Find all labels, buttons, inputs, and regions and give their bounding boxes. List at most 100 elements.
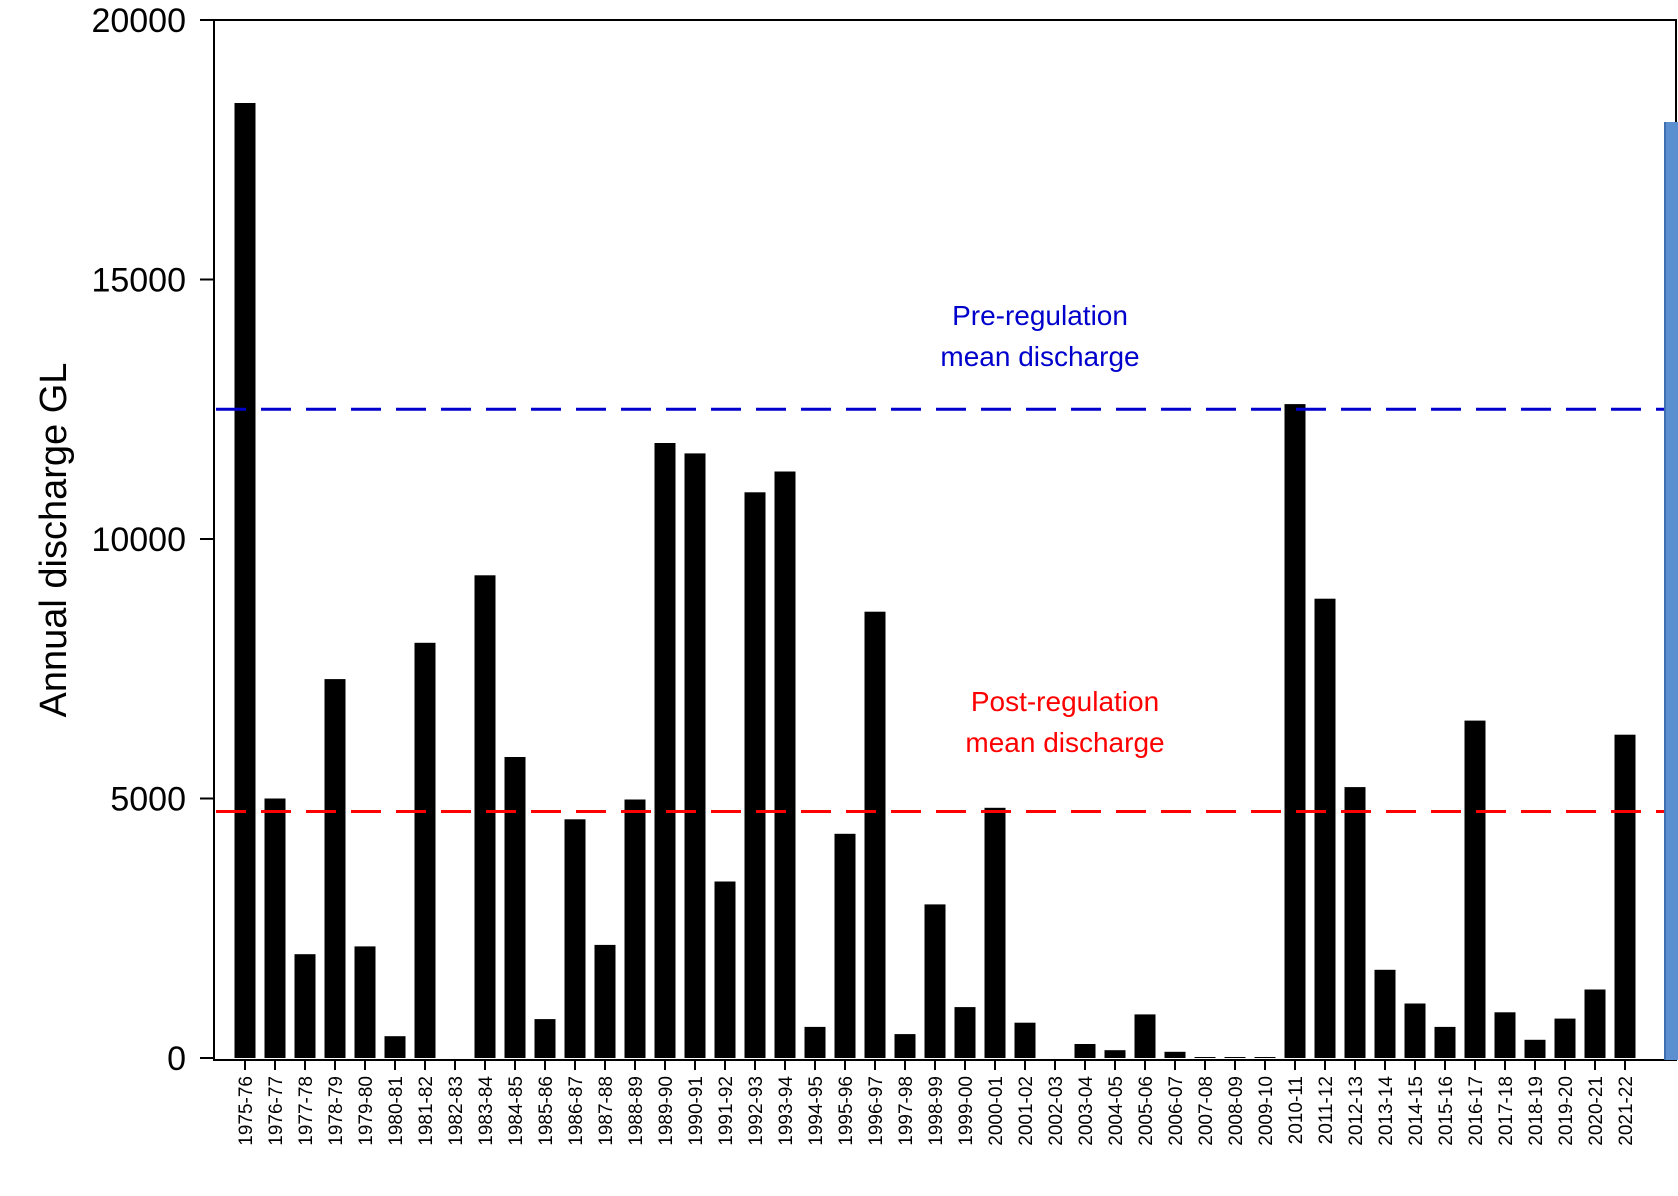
bar-1975-76 (234, 103, 256, 1058)
x-tick-label: 1998-99 (926, 1076, 947, 1146)
bar-1991-92 (714, 881, 736, 1058)
reference-label-line1: Post-regulation (971, 686, 1159, 717)
x-tick-label: 1980-81 (386, 1076, 407, 1146)
bar-2021-22 (1614, 734, 1636, 1058)
bar-1981-82 (414, 642, 436, 1058)
x-tick-label: 2012-13 (1346, 1076, 1367, 1146)
x-tick-label: 1978-79 (326, 1076, 347, 1146)
x-tick-label: 2016-17 (1466, 1076, 1487, 1146)
x-tick-label: 2014-15 (1406, 1076, 1427, 1146)
bar-2003-04 (1074, 1044, 1096, 1058)
y-axis-title: Annual discharge GL (33, 363, 75, 718)
x-tick-label: 1984-85 (506, 1076, 527, 1146)
x-tick-label: 1977-78 (296, 1076, 317, 1146)
bar-2016-17 (1464, 720, 1486, 1058)
x-tick-label: 1997-98 (896, 1076, 917, 1146)
x-tick-label: 2006-07 (1166, 1076, 1187, 1146)
x-tick-label: 2019-20 (1556, 1076, 1577, 1146)
bar-1989-90 (654, 443, 676, 1058)
bar-1978-79 (324, 679, 346, 1058)
y-tick-label: 10000 (91, 521, 186, 559)
y-tick-label: 15000 (91, 262, 186, 300)
side-panel-edge (1664, 122, 1678, 1060)
x-tick-label: 2008-09 (1226, 1076, 1247, 1146)
bar-1996-97 (864, 611, 886, 1058)
x-tick-label: 2015-16 (1436, 1076, 1457, 1146)
x-tick-label: 2010-11 (1286, 1076, 1307, 1144)
x-tick-label: 2013-14 (1376, 1076, 1397, 1146)
bar-2014-15 (1404, 1003, 1426, 1058)
x-tick-label: 1992-93 (746, 1076, 767, 1146)
bar-2001-02 (1014, 1022, 1036, 1058)
bar-2019-20 (1554, 1018, 1576, 1058)
x-tick-label: 2001-02 (1016, 1076, 1037, 1146)
x-tick-label: 1979-80 (356, 1076, 377, 1146)
bar-1984-85 (504, 757, 526, 1058)
bar-1998-99 (924, 904, 946, 1058)
bar-2015-16 (1434, 1026, 1456, 1058)
x-tick-label: 2007-08 (1196, 1076, 1217, 1146)
bar-1999-00 (954, 1007, 976, 1058)
bar-2004-05 (1104, 1050, 1126, 1058)
bar-2005-06 (1134, 1014, 1156, 1058)
bar-2007-08 (1194, 1057, 1216, 1058)
x-tick-label: 1999-00 (956, 1076, 977, 1146)
bar-1992-93 (744, 492, 766, 1058)
x-tick-label: 1986-87 (566, 1076, 587, 1146)
bar-1980-81 (384, 1036, 406, 1058)
reference-lines-group: Pre-regulation mean discharge Post-regulat… (216, 300, 1674, 813)
reference-label-line1: Pre-regulation (952, 300, 1128, 331)
x-tick-label: 1990-91 (686, 1076, 707, 1146)
y-tick-label: 20000 (91, 2, 186, 40)
y-tick-label: 0 (167, 1040, 186, 1078)
x-tick-label: 2004-05 (1106, 1076, 1127, 1146)
x-tick-label: 1985-86 (536, 1076, 557, 1146)
x-tick-label: 1993-94 (776, 1076, 797, 1146)
x-tick-label: 1983-84 (476, 1076, 497, 1146)
y-tick-label: 5000 (110, 781, 186, 819)
x-tick-label: 2009-10 (1256, 1076, 1277, 1146)
x-tick-label: 1981-82 (416, 1076, 437, 1146)
bar-2006-07 (1164, 1051, 1186, 1058)
x-tick-label: 1976-77 (266, 1076, 287, 1146)
x-tick-label: 2017-18 (1496, 1076, 1517, 1146)
bar-2010-11 (1284, 404, 1306, 1059)
reference-label-line2: mean discharge (965, 727, 1164, 758)
bar-1990-91 (684, 453, 706, 1058)
reference-label-line2: mean discharge (940, 341, 1139, 372)
bar-2012-13 (1344, 787, 1366, 1058)
bars-group (234, 103, 1636, 1059)
bar-2020-21 (1584, 989, 1606, 1058)
x-tick-label: 2011-12 (1316, 1076, 1337, 1144)
bar-2013-14 (1374, 969, 1396, 1058)
bar-1976-77 (264, 798, 286, 1058)
x-axis: 1975-76 1976-77 1977-78 1978-79 1979-80 1980-… (236, 1060, 1637, 1146)
bar-1993-94 (774, 471, 796, 1058)
bar-2011-12 (1314, 598, 1336, 1058)
bar-2018-19 (1524, 1039, 1546, 1058)
x-tick-label: 1991-92 (716, 1076, 737, 1146)
x-tick-label: 1995-96 (836, 1076, 857, 1146)
bar-2017-18 (1494, 1012, 1516, 1058)
bar-1977-78 (294, 954, 316, 1058)
x-tick-label: 2018-19 (1526, 1076, 1547, 1146)
x-tick-label: 1987-88 (596, 1076, 617, 1146)
x-tick-label: 1996-97 (866, 1076, 887, 1146)
x-tick-label: 1994-95 (806, 1076, 827, 1146)
x-tick-label: 2002-03 (1046, 1076, 1067, 1146)
x-tick-label: 2005-06 (1136, 1076, 1157, 1146)
x-tick-label: 1982-83 (446, 1076, 467, 1146)
x-tick-label: 2003-04 (1076, 1076, 1097, 1146)
bar-1979-80 (354, 946, 376, 1058)
x-tick-label: 1989-90 (656, 1076, 677, 1146)
bar-1997-98 (894, 1034, 916, 1058)
bar-1994-95 (804, 1026, 826, 1058)
x-tick-label: 2021-22 (1616, 1076, 1637, 1146)
bar-1983-84 (474, 575, 496, 1058)
bar-2009-10 (1254, 1057, 1276, 1058)
bar-1986-87 (564, 819, 586, 1058)
bar-1985-86 (534, 1019, 556, 1058)
bar-1995-96 (834, 833, 856, 1058)
bar-2008-09 (1224, 1057, 1246, 1058)
